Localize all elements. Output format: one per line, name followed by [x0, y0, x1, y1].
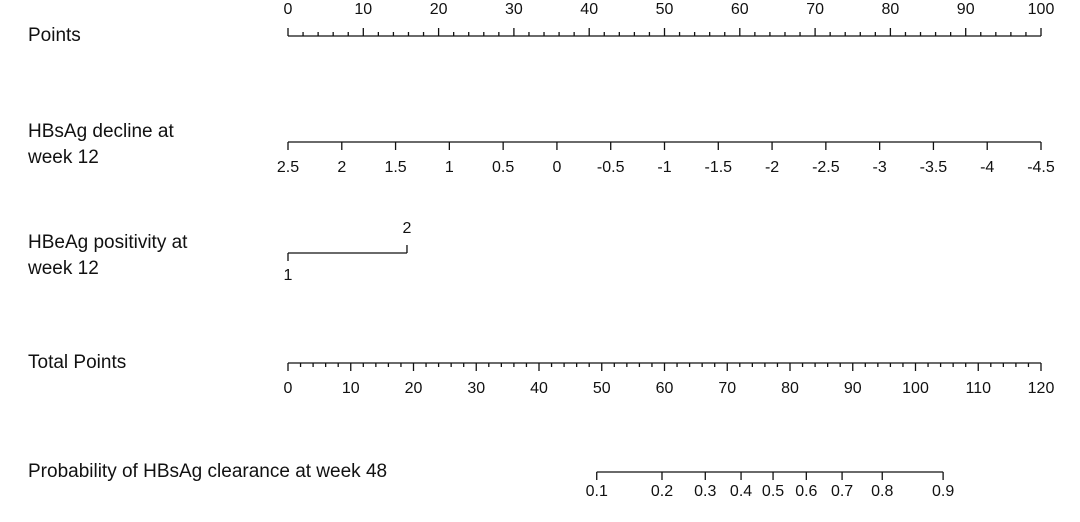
tick-label: 0 — [552, 159, 561, 176]
tick-label: -4.5 — [1027, 159, 1055, 176]
tick-label: 2.5 — [277, 159, 299, 176]
level-label: 2 — [403, 220, 412, 237]
tick-label: 100 — [902, 380, 929, 397]
tick-label: 0 — [284, 1, 293, 18]
tick-label: 60 — [731, 1, 749, 18]
tick-label: 0.5 — [762, 483, 784, 500]
tick-label: 60 — [656, 380, 674, 397]
tick-label: 30 — [505, 1, 523, 18]
row-label: Probability of HBsAg clearance at week 4… — [28, 461, 387, 482]
tick-label: 0.6 — [795, 483, 817, 500]
tick-label: 0.5 — [492, 159, 514, 176]
row-label: Total Points — [28, 352, 126, 373]
tick-label: 20 — [405, 380, 423, 397]
tick-label: 1 — [445, 159, 454, 176]
row-label: HBsAg decline at — [28, 121, 174, 142]
tick-label: 20 — [430, 1, 448, 18]
tick-label: 0.9 — [932, 483, 954, 500]
tick-label: 0.4 — [730, 483, 752, 500]
tick-label: 30 — [467, 380, 485, 397]
tick-label: 1.5 — [384, 159, 406, 176]
tick-label: -2.5 — [812, 159, 840, 176]
tick-label: 10 — [354, 1, 372, 18]
tick-label: -4 — [980, 159, 994, 176]
row-label: HBeAg positivity at — [28, 232, 188, 253]
tick-label: 0.1 — [586, 483, 608, 500]
tick-label: 70 — [718, 380, 736, 397]
tick-label: -2 — [765, 159, 779, 176]
level-label: 1 — [284, 267, 293, 284]
row-label: week 12 — [27, 147, 99, 168]
tick-label: 80 — [781, 380, 799, 397]
tick-label: 90 — [844, 380, 862, 397]
tick-label: 2 — [337, 159, 346, 176]
tick-label: 0 — [284, 380, 293, 397]
tick-label: 50 — [656, 1, 674, 18]
tick-label: 40 — [580, 1, 598, 18]
row-label: week 12 — [27, 258, 99, 279]
tick-label: -1 — [657, 159, 671, 176]
tick-label: 0.2 — [651, 483, 673, 500]
tick-label: 90 — [957, 1, 975, 18]
tick-label: -1.5 — [704, 159, 732, 176]
tick-label: 80 — [882, 1, 900, 18]
row-label: Points — [28, 25, 81, 46]
tick-label: 70 — [806, 1, 824, 18]
tick-label: -0.5 — [597, 159, 625, 176]
tick-label: 50 — [593, 380, 611, 397]
tick-label: -3.5 — [920, 159, 948, 176]
tick-label: 0.7 — [831, 483, 853, 500]
tick-label: 120 — [1028, 380, 1055, 397]
tick-label: 100 — [1028, 1, 1055, 18]
tick-label: 0.3 — [694, 483, 716, 500]
tick-label: 110 — [965, 380, 991, 397]
tick-label: 0.8 — [871, 483, 893, 500]
tick-label: -3 — [873, 159, 887, 176]
tick-label: 10 — [342, 380, 360, 397]
tick-label: 40 — [530, 380, 548, 397]
